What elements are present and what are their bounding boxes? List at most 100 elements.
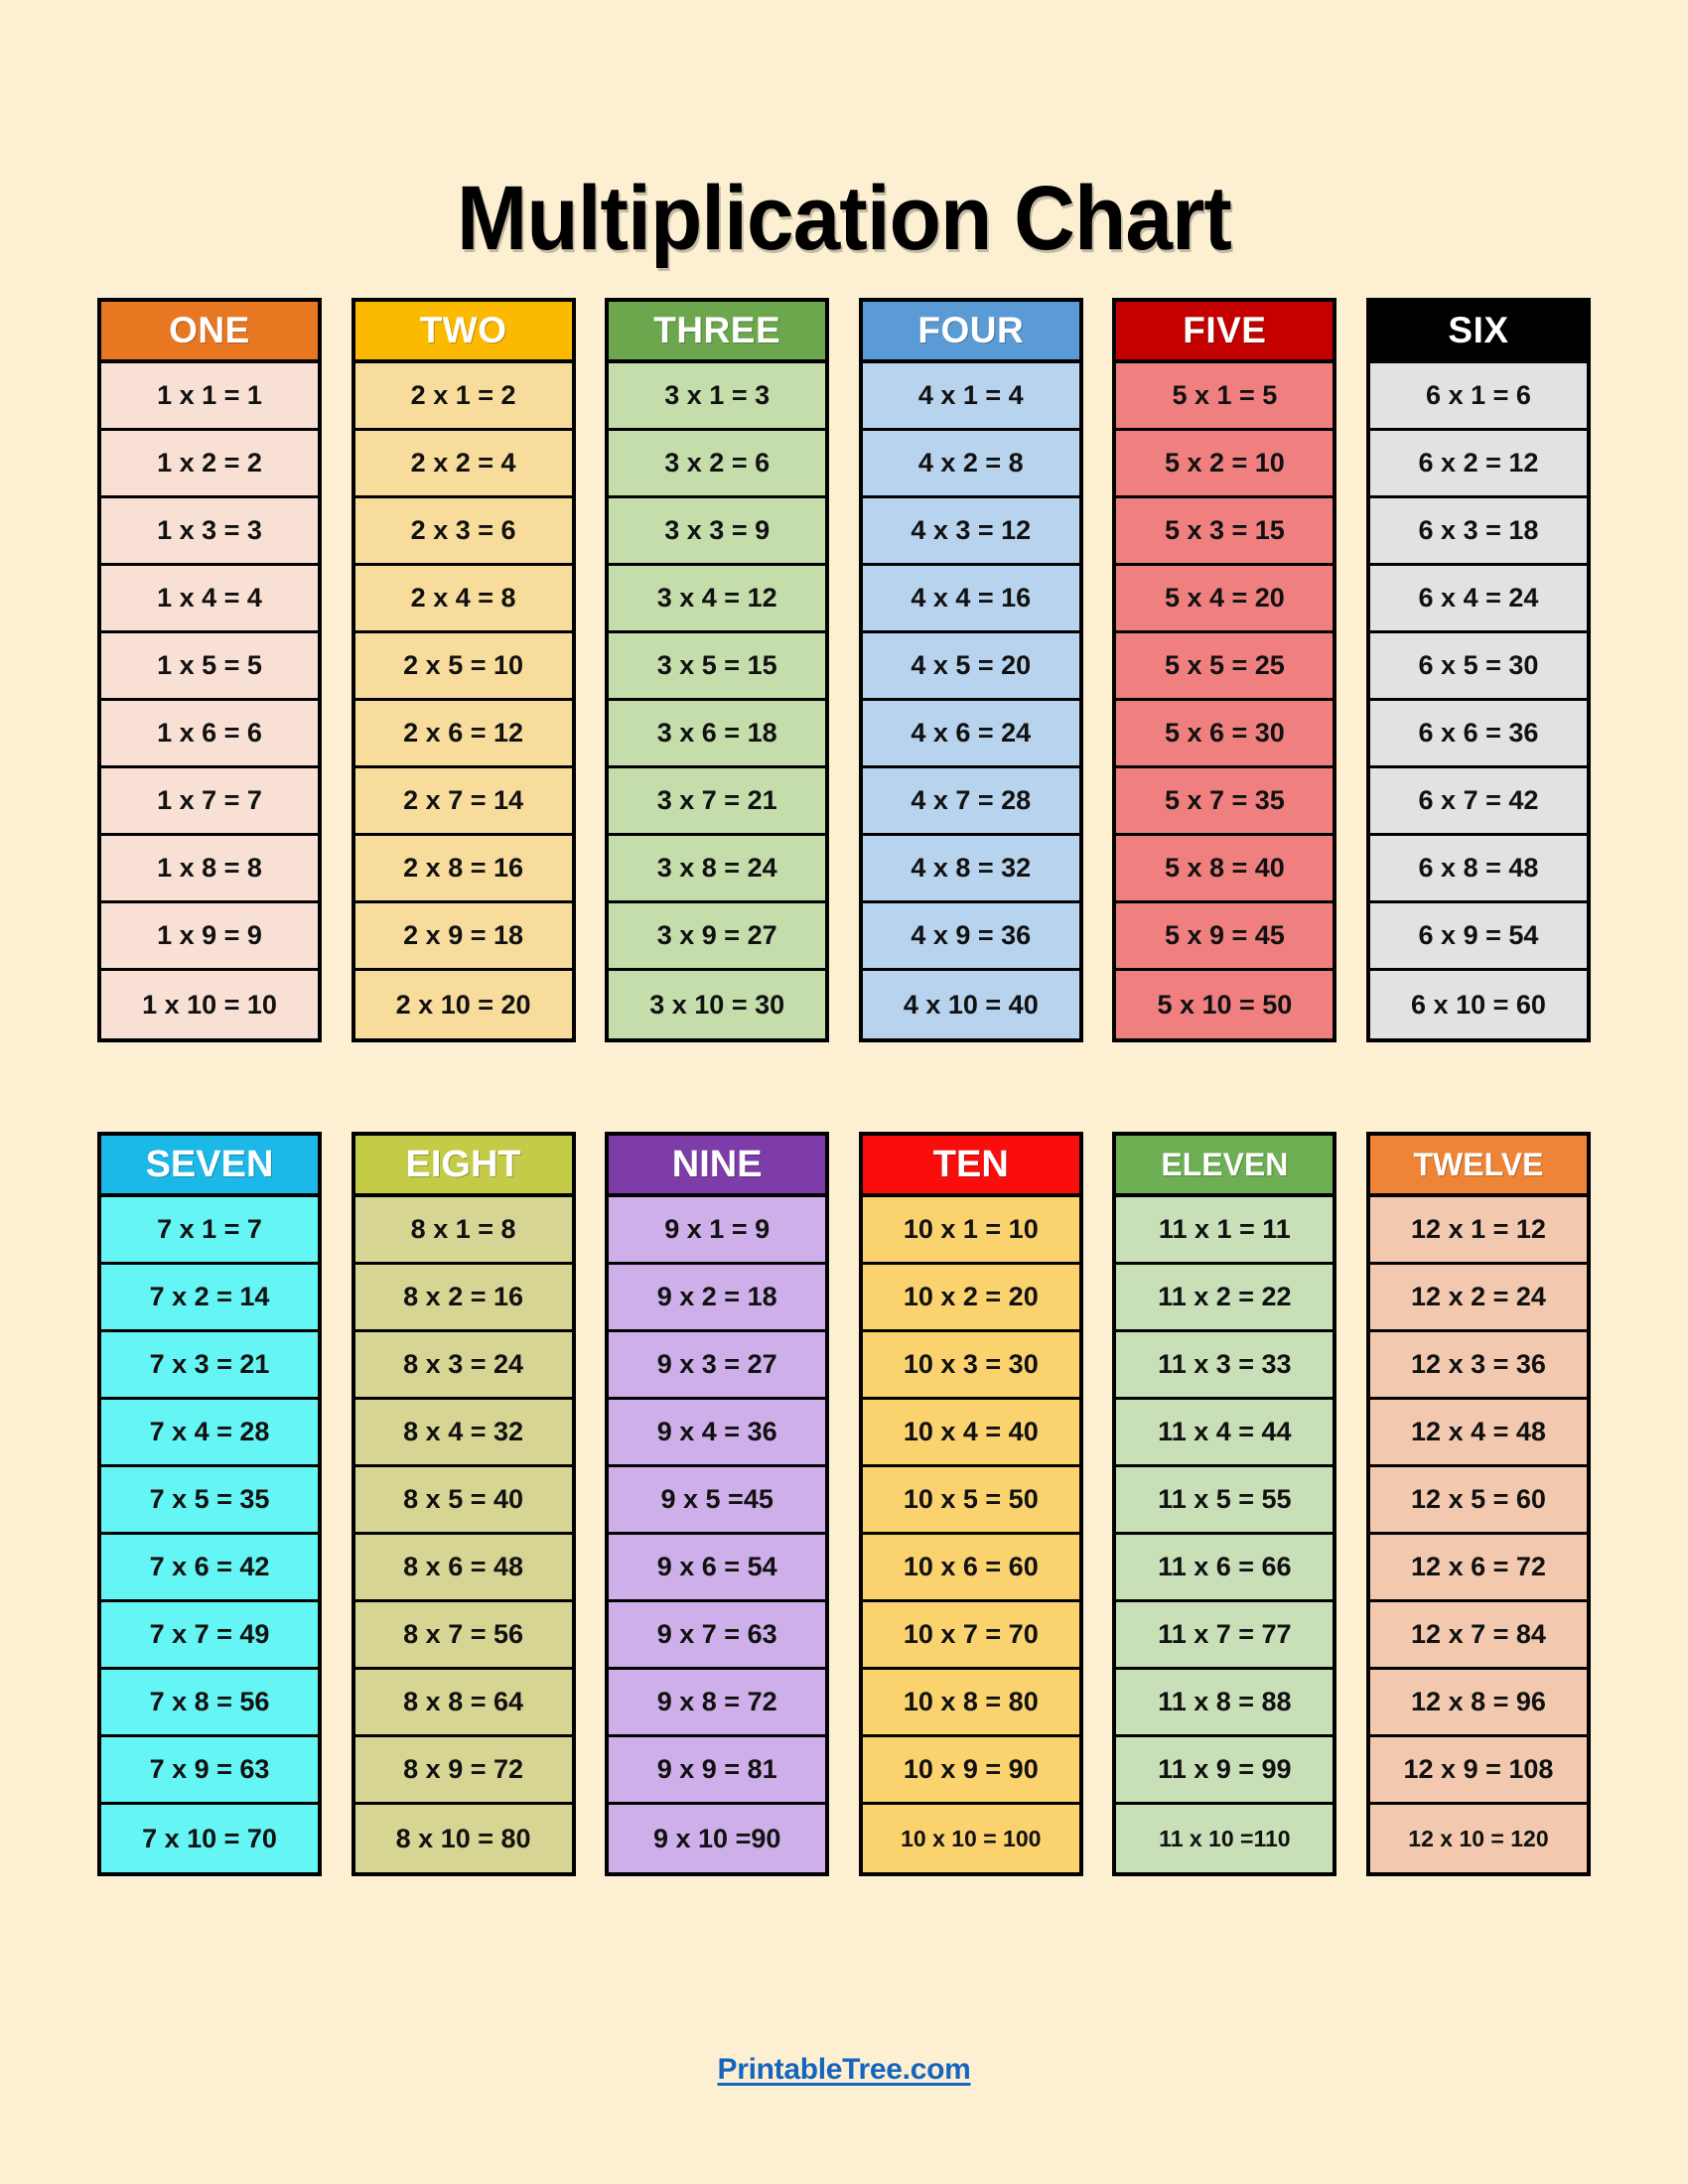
fact-cell: 10 x 4 = 40 xyxy=(862,1400,1079,1467)
fact-cell: 10 x 10 = 100 xyxy=(862,1805,1079,1872)
fact-cell: 3 x 8 = 24 xyxy=(609,836,826,903)
page-title: Multiplication Chart xyxy=(457,167,1232,269)
fact-cell: 12 x 1 = 12 xyxy=(1369,1197,1587,1265)
table-header-eleven: ELEVEN xyxy=(1116,1136,1334,1197)
fact-cell: 2 x 7 = 14 xyxy=(354,768,572,836)
fact-cell: 9 x 8 = 72 xyxy=(609,1670,826,1737)
fact-cell: 1 x 6 = 6 xyxy=(101,701,318,768)
fact-cell: 2 x 5 = 10 xyxy=(354,633,572,701)
fact-cell: 7 x 4 = 28 xyxy=(101,1400,318,1467)
fact-cell: 4 x 6 = 24 xyxy=(862,701,1079,768)
fact-cell: 4 x 9 = 36 xyxy=(862,903,1079,971)
fact-cell: 1 x 8 = 8 xyxy=(101,836,318,903)
fact-cell: 4 x 1 = 4 xyxy=(862,363,1079,431)
fact-cell: 1 x 7 = 7 xyxy=(101,768,318,836)
table-header-two: TWO xyxy=(354,302,572,363)
fact-cell: 12 x 9 = 108 xyxy=(1369,1737,1587,1805)
fact-cell: 9 x 1 = 9 xyxy=(609,1197,826,1265)
fact-cell: 9 x 10 =90 xyxy=(609,1805,826,1872)
fact-cell: 2 x 4 = 8 xyxy=(354,566,572,633)
fact-cell: 4 x 10 = 40 xyxy=(862,971,1079,1038)
fact-cell: 5 x 9 = 45 xyxy=(1116,903,1334,971)
fact-cell: 3 x 10 = 30 xyxy=(609,971,826,1038)
fact-cell: 11 x 7 = 77 xyxy=(1116,1602,1334,1670)
fact-cell: 11 x 8 = 88 xyxy=(1116,1670,1334,1737)
fact-cell: 8 x 6 = 48 xyxy=(354,1535,572,1602)
fact-cell: 6 x 10 = 60 xyxy=(1369,971,1587,1038)
fact-cell: 6 x 1 = 6 xyxy=(1369,363,1587,431)
fact-cell: 4 x 3 = 12 xyxy=(862,498,1079,566)
fact-cell: 6 x 4 = 24 xyxy=(1369,566,1587,633)
printabletree-link[interactable]: PrintableTree.com xyxy=(717,2053,971,2086)
fact-cell: 11 x 6 = 66 xyxy=(1116,1535,1334,1602)
fact-cell: 12 x 8 = 96 xyxy=(1369,1670,1587,1737)
footer: PrintableTree.com xyxy=(0,2053,1688,2087)
fact-cell: 9 x 7 = 63 xyxy=(609,1602,826,1670)
fact-cell: 11 x 2 = 22 xyxy=(1116,1265,1334,1332)
fact-cell: 11 x 1 = 11 xyxy=(1116,1197,1334,1265)
fact-cell: 8 x 10 = 80 xyxy=(354,1805,572,1872)
fact-cell: 10 x 2 = 20 xyxy=(862,1265,1079,1332)
fact-cell: 3 x 1 = 3 xyxy=(609,363,826,431)
fact-cell: 11 x 4 = 44 xyxy=(1116,1400,1334,1467)
fact-cell: 12 x 6 = 72 xyxy=(1369,1535,1587,1602)
fact-cell: 2 x 9 = 18 xyxy=(354,903,572,971)
fact-cell: 5 x 3 = 15 xyxy=(1116,498,1334,566)
fact-cell: 11 x 10 =110 xyxy=(1116,1805,1334,1872)
fact-cell: 10 x 6 = 60 xyxy=(862,1535,1079,1602)
table-header-nine: NINE xyxy=(609,1136,826,1197)
fact-cell: 6 x 2 = 12 xyxy=(1369,431,1587,498)
fact-cell: 11 x 5 = 55 xyxy=(1116,1467,1334,1535)
fact-cell: 1 x 9 = 9 xyxy=(101,903,318,971)
multiplication-table-ten: TEN 10 x 1 = 10 10 x 2 = 20 10 x 3 = 30 10 x… xyxy=(858,1132,1083,1876)
table-header-three: THREE xyxy=(609,302,826,363)
fact-cell: 5 x 8 = 40 xyxy=(1116,836,1334,903)
fact-cell: 6 x 6 = 36 xyxy=(1369,701,1587,768)
fact-cell: 9 x 6 = 54 xyxy=(609,1535,826,1602)
table-header-twelve: TWELVE xyxy=(1369,1136,1587,1197)
fact-cell: 3 x 6 = 18 xyxy=(609,701,826,768)
fact-cell: 1 x 10 = 10 xyxy=(101,971,318,1038)
fact-cell: 5 x 4 = 20 xyxy=(1116,566,1334,633)
fact-cell: 5 x 10 = 50 xyxy=(1116,971,1334,1038)
fact-cell: 4 x 8 = 32 xyxy=(862,836,1079,903)
fact-cell: 2 x 8 = 16 xyxy=(354,836,572,903)
fact-cell: 2 x 2 = 4 xyxy=(354,431,572,498)
fact-cell: 2 x 6 = 12 xyxy=(354,701,572,768)
fact-cell: 12 x 10 = 120 xyxy=(1369,1805,1587,1872)
fact-cell: 7 x 3 = 21 xyxy=(101,1332,318,1400)
fact-cell: 3 x 5 = 15 xyxy=(609,633,826,701)
multiplication-table-twelve: TWELVE 12 x 1 = 12 12 x 2 = 24 12 x 3 = 36 1… xyxy=(1365,1132,1591,1876)
fact-cell: 1 x 3 = 3 xyxy=(101,498,318,566)
multiplication-table-eleven: ELEVEN 11 x 1 = 11 11 x 2 = 22 11 x 3 = 33 1… xyxy=(1112,1132,1337,1876)
fact-cell: 5 x 5 = 25 xyxy=(1116,633,1334,701)
table-header-eight: EIGHT xyxy=(354,1136,572,1197)
fact-cell: 10 x 7 = 70 xyxy=(862,1602,1079,1670)
fact-cell: 2 x 1 = 2 xyxy=(354,363,572,431)
table-header-ten: TEN xyxy=(862,1136,1079,1197)
fact-cell: 7 x 7 = 49 xyxy=(101,1602,318,1670)
fact-cell: 12 x 5 = 60 xyxy=(1369,1467,1587,1535)
fact-cell: 2 x 3 = 6 xyxy=(354,498,572,566)
fact-cell: 4 x 7 = 28 xyxy=(862,768,1079,836)
fact-cell: 7 x 6 = 42 xyxy=(101,1535,318,1602)
fact-cell: 7 x 5 = 35 xyxy=(101,1467,318,1535)
table-header-five: FIVE xyxy=(1116,302,1334,363)
fact-cell: 5 x 1 = 5 xyxy=(1116,363,1334,431)
fact-cell: 12 x 2 = 24 xyxy=(1369,1265,1587,1332)
fact-cell: 3 x 4 = 12 xyxy=(609,566,826,633)
fact-cell: 3 x 3 = 9 xyxy=(609,498,826,566)
fact-cell: 1 x 2 = 2 xyxy=(101,431,318,498)
fact-cell: 1 x 1 = 1 xyxy=(101,363,318,431)
fact-cell: 10 x 3 = 30 xyxy=(862,1332,1079,1400)
fact-cell: 8 x 4 = 32 xyxy=(354,1400,572,1467)
fact-cell: 11 x 3 = 33 xyxy=(1116,1332,1334,1400)
